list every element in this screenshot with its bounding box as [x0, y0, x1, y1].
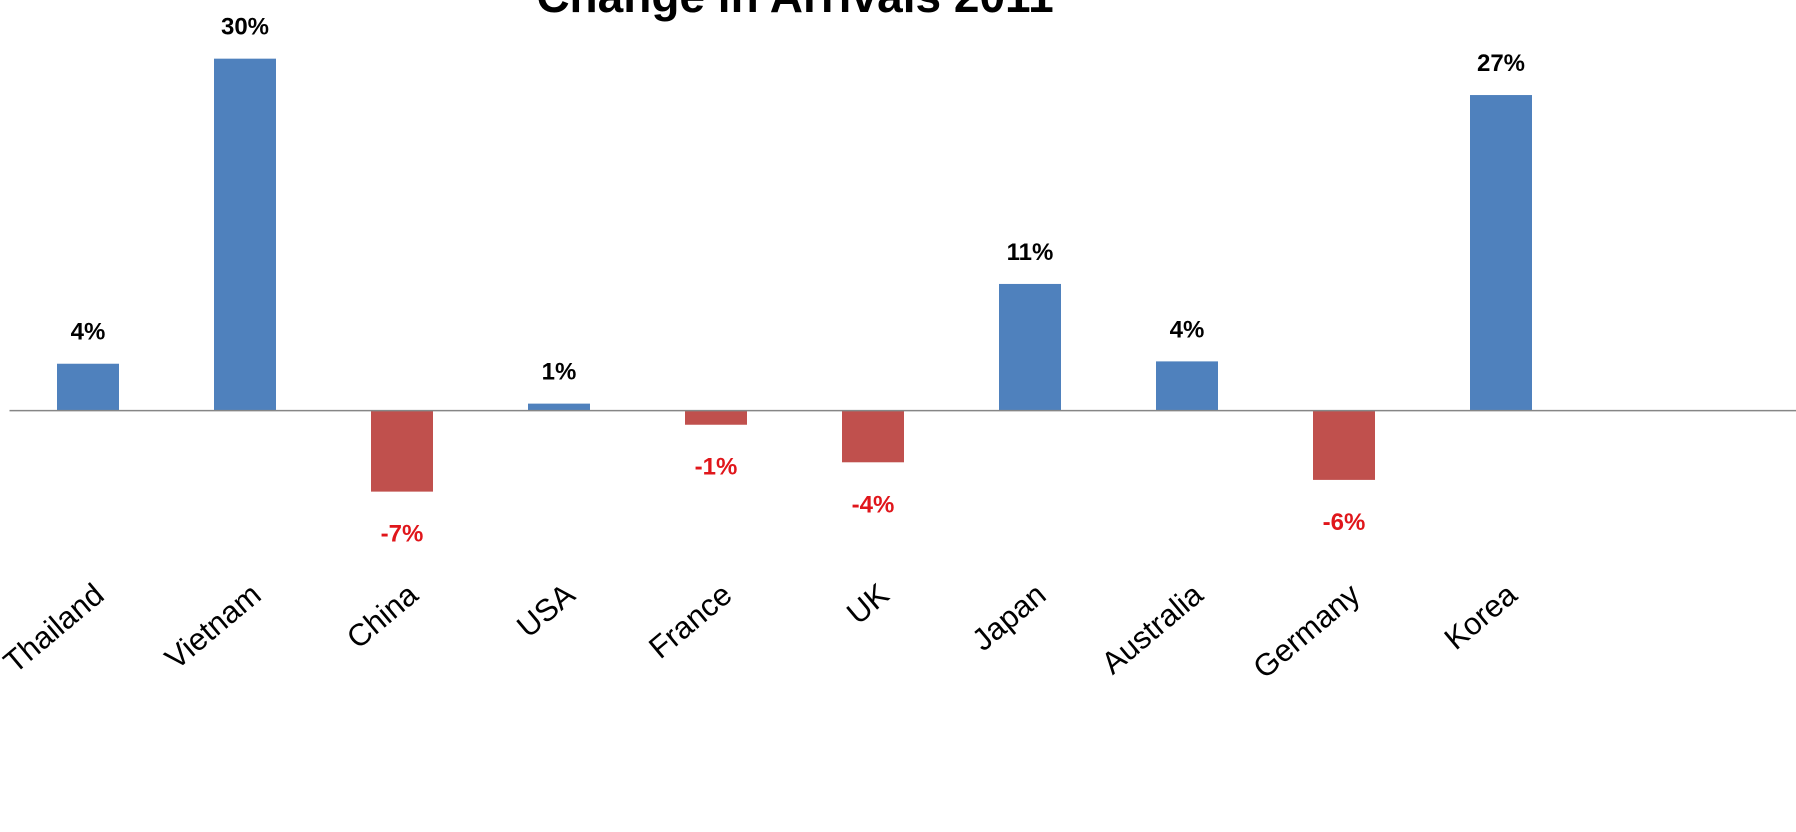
x-tick-label: Thailand	[0, 577, 110, 680]
x-tick-label: Korea	[1438, 576, 1524, 656]
bar	[1156, 361, 1218, 411]
x-tick-label: Australia	[1095, 576, 1210, 681]
value-label: 4%	[71, 319, 106, 346]
value-label: -1%	[695, 454, 738, 481]
bar	[685, 410, 747, 425]
x-tick-label: UK	[840, 576, 896, 631]
bar	[57, 363, 119, 411]
bar	[842, 410, 904, 463]
value-label: 1%	[542, 359, 577, 386]
bar	[528, 403, 590, 411]
bar	[1470, 95, 1532, 411]
x-tick-label: USA	[510, 576, 582, 644]
bar	[1313, 410, 1375, 480]
bar	[214, 58, 276, 411]
x-tick-label: Vietnam	[158, 577, 267, 677]
value-label: -7%	[381, 521, 424, 548]
x-tick-label: Japan	[965, 577, 1052, 658]
chart-title: Change in Arrivals 2011	[536, 0, 1053, 22]
value-label: 27%	[1477, 50, 1525, 77]
bar	[371, 410, 433, 492]
value-label: 11%	[1007, 239, 1054, 266]
value-label: 30%	[221, 14, 269, 41]
x-tick-label: China	[340, 576, 425, 655]
x-tick-label: Germany	[1246, 576, 1367, 685]
value-label: -4%	[852, 491, 895, 518]
value-label: -6%	[1323, 509, 1366, 536]
x-tick-label: France	[642, 577, 738, 666]
bar	[999, 283, 1061, 411]
value-label: 4%	[1170, 316, 1205, 343]
